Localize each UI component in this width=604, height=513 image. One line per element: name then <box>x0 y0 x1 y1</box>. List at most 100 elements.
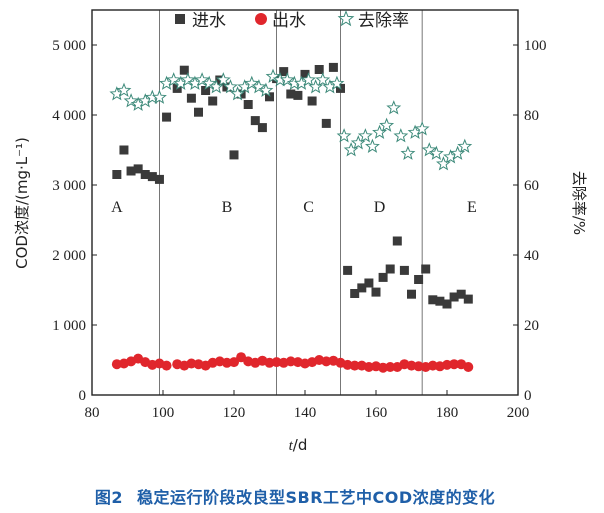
influent-point <box>229 150 239 160</box>
removal-rate-point <box>166 72 182 87</box>
influent-point <box>257 123 267 133</box>
x-axis-title: t/d <box>289 436 308 454</box>
y-axis-right: 0 20 40 60 80 100 <box>513 38 547 404</box>
influent-point <box>293 90 303 100</box>
influent-point <box>343 265 353 275</box>
legend-label-effluent: 出水 <box>272 11 306 31</box>
phase-label: B <box>222 199 233 216</box>
legend-marker-circle <box>255 13 267 25</box>
influent-point <box>112 170 122 179</box>
influent-point <box>350 289 360 298</box>
effluent-point <box>161 360 172 371</box>
influent-point <box>414 275 424 284</box>
x-tick-label: 180 <box>436 405 459 421</box>
y-left-tick-label: 5 000 <box>52 38 86 54</box>
x-tick-label: 160 <box>365 405 388 421</box>
cod-chart: 80 100 120 140 160 180 200 0 1 000 2 000 3 000 4 0… <box>13 9 588 454</box>
influent-point <box>314 65 324 74</box>
effluent-point <box>449 359 460 370</box>
influent-point <box>243 100 253 109</box>
influent-point <box>119 145 129 155</box>
effluent-point <box>349 360 360 371</box>
series-square <box>112 62 473 309</box>
y-right-tick-label: 80 <box>524 108 539 124</box>
influent-point <box>328 62 338 72</box>
removal-rate-point <box>201 75 217 90</box>
phase-label: A <box>111 199 123 216</box>
phase-label: E <box>467 199 477 216</box>
figure-caption: 图2 稳定运行阶段改良型SBR工艺中COD浓度的变化 <box>0 484 604 508</box>
y-axis-right-title: 去除率/% <box>570 171 588 235</box>
influent-point <box>364 278 374 288</box>
series-circle <box>111 352 474 373</box>
influent-point <box>186 93 196 103</box>
effluent-point <box>385 362 396 372</box>
y-left-tick-label: 3 000 <box>52 178 86 194</box>
removal-rate-point <box>258 82 274 97</box>
removal-rate-point <box>265 68 281 83</box>
y-left-tick-label: 0 <box>79 388 87 404</box>
influent-point <box>428 295 438 305</box>
y-left-tick-label: 1 000 <box>52 318 86 334</box>
removal-rate-point <box>279 72 295 87</box>
removal-rate-point <box>386 100 402 115</box>
removal-rate-point <box>393 128 409 143</box>
removal-rate-point <box>365 138 380 153</box>
removal-rate-point <box>414 121 430 136</box>
influent-point <box>194 107 203 117</box>
x-axis: 80 100 120 140 160 180 200 <box>85 390 530 421</box>
removal-rate-point <box>301 72 316 87</box>
removal-rate-point <box>315 72 331 87</box>
influent-point <box>435 296 445 306</box>
influent-point <box>371 287 381 297</box>
legend: 进水 出水 去除率 <box>175 10 409 31</box>
influent-point <box>133 164 143 174</box>
removal-rate-point <box>180 72 196 87</box>
influent-point <box>385 264 395 274</box>
influent-point <box>378 272 388 282</box>
influent-point <box>399 265 409 275</box>
x-tick-label: 120 <box>223 405 246 421</box>
influent-point <box>201 86 211 95</box>
removal-rate-point <box>457 138 473 153</box>
removal-rate-point <box>215 72 231 87</box>
removal-rate-point <box>244 75 260 90</box>
influent-point <box>250 116 260 126</box>
influent-point <box>147 172 157 182</box>
y-right-tick-label: 60 <box>524 178 539 194</box>
y-left-tick-label: 2 000 <box>52 248 86 264</box>
influent-point <box>357 283 367 293</box>
series-star <box>109 68 473 171</box>
removal-rate-point <box>336 128 352 143</box>
y-right-tick-label: 40 <box>524 248 539 264</box>
x-tick-label: 80 <box>85 405 100 421</box>
influent-point <box>407 289 416 299</box>
phase-labels: A B C D E <box>111 199 477 216</box>
series-layer <box>109 62 474 373</box>
removal-rate-point <box>329 75 345 90</box>
y-left-tick-label: 4 000 <box>52 108 86 124</box>
figure-number: 图2 <box>94 488 123 507</box>
y-right-tick-label: 100 <box>524 38 547 54</box>
y-axis-left: 0 1 000 2 000 3 000 4 000 5 000 <box>52 38 97 404</box>
y-axis-left-title: COD浓度/(mg·L⁻¹) <box>13 137 31 269</box>
influent-point <box>442 299 452 309</box>
influent-point <box>392 236 402 246</box>
influent-point <box>279 67 289 77</box>
effluent-point <box>229 357 239 368</box>
removal-rate-point <box>428 145 444 160</box>
removal-rate-point <box>400 145 416 160</box>
x-tick-label: 140 <box>294 405 317 421</box>
y-right-tick-label: 20 <box>524 318 539 334</box>
removal-rate-point <box>123 93 139 108</box>
influent-point <box>179 65 189 75</box>
influent-point <box>421 264 431 274</box>
influent-point <box>265 92 274 102</box>
influent-point <box>449 292 459 302</box>
influent-point <box>463 294 473 304</box>
removal-rate-point <box>379 117 395 132</box>
x-tick-label: 200 <box>507 405 530 421</box>
removal-rate-point <box>421 142 437 157</box>
removal-rate-point <box>194 72 210 87</box>
influent-point <box>154 174 164 184</box>
